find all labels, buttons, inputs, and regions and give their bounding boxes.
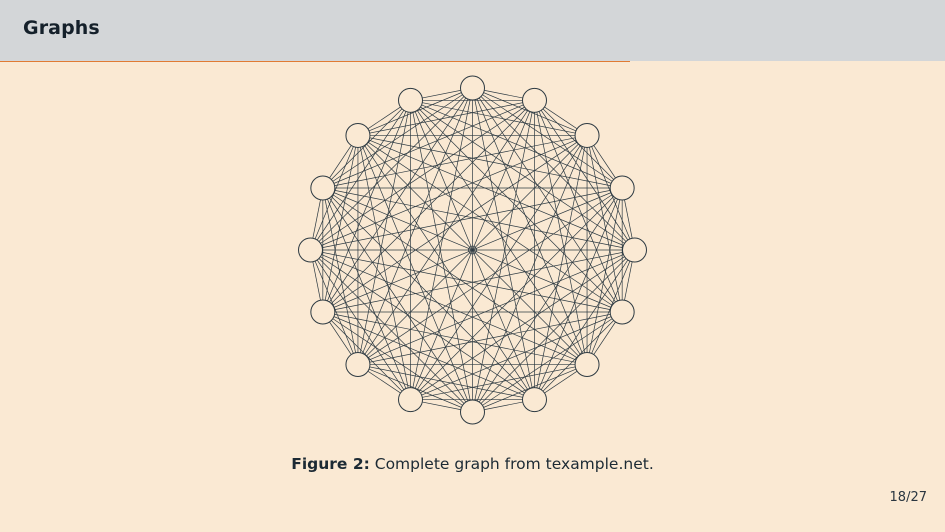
graph-edge (534, 100, 635, 251)
graph-node (521, 87, 547, 113)
graph-node (345, 122, 371, 148)
graph-edge (310, 249, 535, 400)
graph-edge (357, 100, 411, 365)
graph-edge (310, 187, 623, 251)
graph-edge (322, 187, 473, 413)
graph-node (622, 237, 647, 263)
graph-node (609, 299, 635, 325)
graph-edge (410, 100, 535, 400)
graph-edge (410, 100, 473, 413)
graph-edge (357, 135, 411, 400)
graph-edge (357, 99, 535, 136)
graph-edge (472, 311, 623, 413)
graph-edge (410, 100, 623, 313)
graph-node (460, 75, 485, 101)
graph-edge (322, 135, 588, 313)
graph-edge (357, 100, 535, 365)
graph-edge (410, 100, 635, 251)
graph-edge (410, 135, 588, 400)
graph-edge (322, 187, 359, 365)
graph-edge (357, 135, 473, 413)
graph-edge (322, 87, 473, 189)
caption-text: Complete graph from texample.net. (374, 455, 654, 473)
figure-caption: Figure 2: Complete graph from texample.n… (0, 455, 945, 473)
complete-graph-svg (298, 75, 647, 425)
graph-edge (357, 187, 623, 365)
graph-center-ring (468, 245, 477, 255)
graph-edge (410, 100, 588, 365)
graph-edge (586, 187, 623, 365)
graph-edge (586, 135, 623, 313)
caption-label: Figure 2: (291, 455, 370, 473)
graph-edge (322, 311, 473, 413)
graph-edge (357, 135, 623, 313)
graph-node (345, 352, 371, 378)
graph-edge (322, 135, 359, 313)
page-number: 18/27 (889, 490, 927, 505)
slide-title: Graphs (23, 17, 100, 39)
graph-edge (534, 249, 635, 400)
graph-node (398, 87, 424, 113)
graph-edge (410, 100, 623, 189)
graph-edge (410, 364, 588, 401)
graph-edge (322, 187, 588, 365)
graph-edge (357, 135, 635, 251)
graph-edge (310, 249, 588, 365)
graph-node (310, 299, 336, 325)
graph-edge (472, 87, 535, 400)
graph-node (574, 122, 600, 148)
header-rule (0, 61, 630, 62)
graph-edge (310, 249, 411, 400)
graph-edge (322, 187, 635, 251)
graph-edge (357, 135, 535, 400)
graph-edge (310, 249, 623, 313)
graph-node (398, 387, 424, 413)
graph-edge (357, 364, 535, 401)
graph-node (521, 387, 547, 413)
graph-edge (410, 99, 588, 136)
graph-node (298, 237, 323, 263)
graph-edge (310, 100, 411, 251)
complete-graph-figure (280, 70, 665, 425)
graph-edge (322, 249, 635, 313)
graph-node (609, 175, 635, 201)
graph-edge (410, 87, 473, 400)
graph-edge (472, 87, 623, 189)
slide-header: Graphs (0, 0, 945, 61)
graph-edge (472, 100, 535, 413)
graph-node (574, 352, 600, 378)
graph-edge (322, 187, 411, 400)
graph-node (310, 175, 336, 201)
graph-node (460, 399, 485, 425)
graph-edge (322, 100, 411, 313)
graph-nodes (298, 75, 647, 425)
